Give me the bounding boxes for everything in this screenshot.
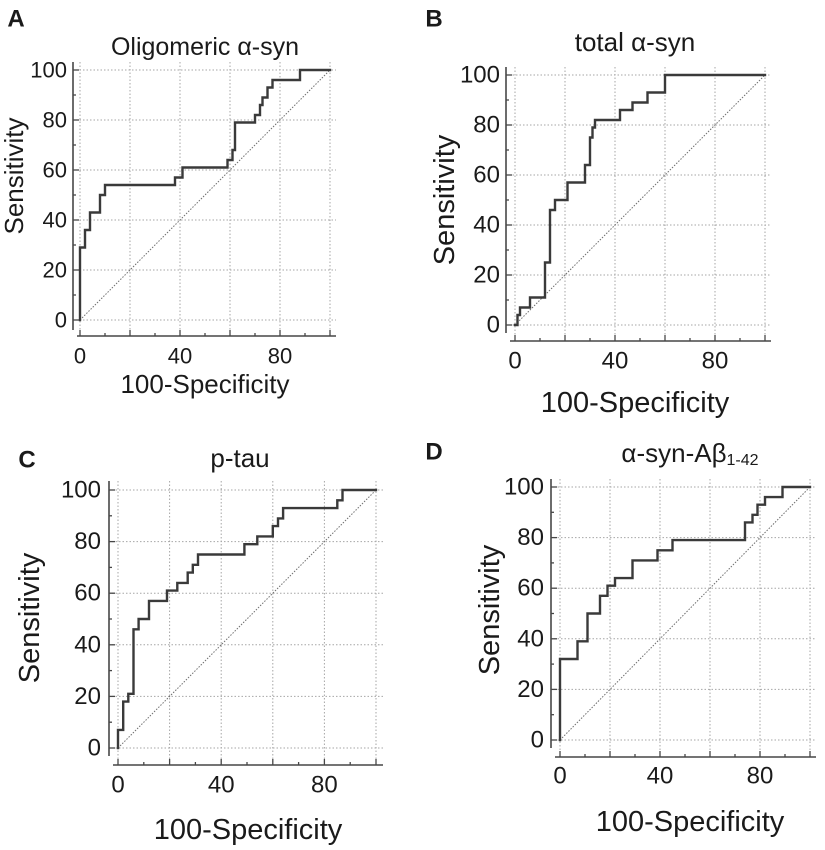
roc-curve xyxy=(558,485,812,742)
y-tick-label: 100 xyxy=(61,477,101,504)
reference-line xyxy=(559,486,811,741)
x-tick-label: 40 xyxy=(602,348,629,375)
roc-panel-c: 0 20 40 60 80 100 0 40 80 C p-tau 100-Specificity Se… xyxy=(14,443,383,846)
x-tick-label: 80 xyxy=(702,348,729,375)
x-tick-label: 0 xyxy=(553,763,566,790)
y-tick-label: 20 xyxy=(473,262,500,289)
reference-line xyxy=(79,69,331,321)
y-tick-label: 100 xyxy=(460,62,500,89)
y-axis-label: Sensitivity xyxy=(429,134,461,265)
panel-label: C xyxy=(18,447,35,474)
y-tick-label: 100 xyxy=(504,474,544,501)
y-tick-label: 80 xyxy=(517,524,544,551)
y-tick-label: 0 xyxy=(487,312,500,339)
roc-panel-d: 0 20 40 60 80 100 0 40 80 D α-syn-Aβ1-42 100-Specif… xyxy=(425,438,816,838)
y-tick-label: 40 xyxy=(473,212,500,239)
chart-title: p-tau xyxy=(210,443,269,473)
chart-title-text: p-tau xyxy=(210,443,269,473)
y-tick-label: 60 xyxy=(517,575,544,602)
x-axis-label: 100-Specificity xyxy=(120,369,289,399)
x-tick-label: 0 xyxy=(508,348,521,375)
panel-label: D xyxy=(425,439,442,466)
y-axis-label: Sensitivity xyxy=(474,544,506,675)
roc-panel-a: 0 20 40 60 80 100 0 40 80 A Oligomeric α-syn 100-Sp… xyxy=(0,6,336,399)
x-axis-label: 100-Specificity xyxy=(596,806,785,838)
reference-line xyxy=(514,74,766,326)
y-tick-label: 0 xyxy=(531,727,544,754)
y-tick-label: 0 xyxy=(88,735,101,762)
y-tick-label: 80 xyxy=(74,528,101,555)
x-tick-label: 0 xyxy=(111,772,124,799)
roc-curve xyxy=(116,488,378,750)
y-tick-label: 60 xyxy=(43,158,67,183)
panel-label: A xyxy=(7,6,24,33)
chart-title: α-syn-Aβ1-42 xyxy=(621,438,758,469)
reference-line xyxy=(117,489,377,749)
chart-title: total α-syn xyxy=(575,27,696,57)
y-tick-label: 60 xyxy=(74,580,101,607)
y-tick-label: 40 xyxy=(517,625,544,652)
y-tick-label: 20 xyxy=(517,676,544,703)
roc-curve xyxy=(513,73,767,327)
y-axis-label: Sensitivity xyxy=(14,552,46,683)
chart-title-text: α-syn-Aβ xyxy=(621,438,726,468)
panel-label: B xyxy=(425,6,442,33)
y-tick-label: 80 xyxy=(43,108,67,133)
x-axis-label: 100-Specificity xyxy=(541,387,730,419)
y-tick-label: 60 xyxy=(473,162,500,189)
roc-curve xyxy=(78,68,332,322)
x-tick-label: 80 xyxy=(268,344,292,369)
x-tick-label: 80 xyxy=(311,772,338,799)
y-axis-label: Sensitivity xyxy=(0,117,29,234)
chart-title-text: total α-syn xyxy=(575,27,696,57)
x-tick-label: 80 xyxy=(747,763,774,790)
y-tick-label: 100 xyxy=(30,58,67,83)
x-tick-label: 40 xyxy=(168,344,192,369)
y-tick-label: 80 xyxy=(473,112,500,139)
x-axis-label: 100-Specificity xyxy=(154,814,343,846)
y-tick-label: 20 xyxy=(43,258,67,283)
y-tick-label: 0 xyxy=(55,308,67,333)
y-tick-label: 40 xyxy=(43,208,67,233)
x-tick-label: 40 xyxy=(647,763,674,790)
chart-title-text: Oligomeric α-syn xyxy=(111,33,299,61)
y-tick-label: 20 xyxy=(74,683,101,710)
y-tick-label: 40 xyxy=(74,631,101,658)
x-tick-label: 40 xyxy=(208,772,235,799)
chart-title-subscript: 1-42 xyxy=(727,452,759,469)
chart-title: Oligomeric α-syn xyxy=(111,33,299,61)
x-tick-label: 0 xyxy=(74,344,86,369)
